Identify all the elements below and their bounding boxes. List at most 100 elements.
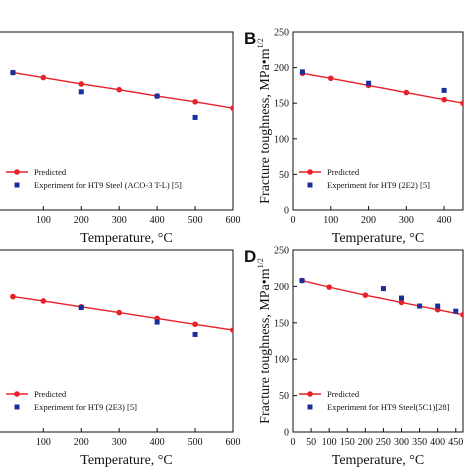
x-axis-title: Temperature, °C	[80, 453, 172, 468]
legend-point-swatch	[14, 169, 20, 175]
x-tick-label: 300	[394, 437, 409, 448]
experiment-point	[192, 331, 198, 337]
x-tick-label: 300	[112, 437, 127, 448]
y-tick-label: 200	[274, 63, 289, 74]
x-tick-label: 500	[188, 215, 203, 226]
panel-letter: D	[244, 247, 256, 266]
legend-entry: Experiment for HT9 (2E2) [5]	[327, 180, 430, 190]
legend-square-swatch	[307, 404, 313, 410]
x-tick-label: 300	[399, 215, 414, 226]
predicted-point	[116, 309, 122, 316]
y-tick-label: 0	[284, 206, 289, 217]
legend-point-swatch	[307, 391, 313, 397]
x-tick-label: 400	[150, 437, 165, 448]
predicted-point	[192, 321, 198, 328]
plot-area	[299, 69, 463, 106]
experiment-point	[154, 93, 160, 99]
x-axis-title: Temperature, °C	[332, 453, 424, 468]
x-tick-label: 450	[448, 437, 463, 448]
experiment-point	[154, 319, 160, 325]
y-tick-label: 250	[274, 246, 289, 257]
x-tick-label: 200	[74, 215, 89, 226]
chart-panel-1: 100 200 300 400 500 600 Temperature, °C Predict…	[0, 31, 241, 246]
experiment-point	[299, 69, 305, 75]
predicted-line	[302, 72, 463, 104]
y-tick-label: 50	[279, 170, 289, 181]
legend-point-swatch	[14, 391, 20, 397]
legend-entry: Predicted	[34, 167, 67, 177]
x-tick-label: 0	[291, 215, 296, 226]
y-axis-title: Fracture toughness, MPa•m1/2	[256, 258, 273, 424]
predicted-point	[116, 86, 122, 93]
legend-entry: Experiment for HT9 (2E3) [5]	[34, 402, 137, 412]
legend-entry: Experiment for HT9 Steel (ACO-3 T-L) [5]	[34, 180, 182, 190]
x-tick-label: 200	[74, 437, 89, 448]
panel-letter: B	[244, 29, 256, 48]
x-axis-title: Temperature, °C	[332, 231, 424, 246]
y-tick-label: 100	[274, 134, 289, 145]
legend-entry: Experiment for HT9 Steel(5C1)[28]	[327, 402, 450, 412]
experiment-point	[10, 70, 16, 76]
predicted-point	[192, 98, 198, 105]
plot-frame	[292, 249, 464, 433]
plot-frame	[0, 249, 234, 433]
plot-frame	[292, 31, 464, 211]
predicted-point	[40, 298, 47, 304]
legend-square-swatch	[14, 182, 20, 188]
plot-frame	[0, 31, 234, 211]
x-tick-label: 200	[361, 215, 376, 226]
y-tick-label: 150	[274, 99, 289, 110]
x-tick-label: 600	[226, 215, 241, 226]
legend-entry: Predicted	[327, 389, 360, 399]
x-tick-label: 300	[112, 215, 127, 226]
experiment-point	[78, 305, 84, 311]
legend-entry: Predicted	[327, 167, 360, 177]
y-axis-title: Fracture toughness, MPa•m1/2	[256, 38, 273, 204]
experiment-point	[366, 80, 372, 86]
plot-area	[10, 69, 233, 120]
x-tick-label: 250	[376, 437, 391, 448]
y-tick-label: 200	[274, 282, 289, 293]
predicted-point	[398, 299, 405, 306]
x-tick-label: 100	[36, 437, 51, 448]
predicted-point	[78, 81, 85, 87]
y-tick-label: 150	[274, 318, 289, 329]
x-tick-label: 100	[323, 215, 338, 226]
x-tick-label: 500	[188, 437, 203, 448]
x-tick-label: 100	[322, 437, 337, 448]
experiment-point	[453, 308, 459, 314]
predicted-point	[10, 293, 16, 300]
experiment-point	[192, 114, 198, 120]
chart-panel-2: 0 100 200 300 400 0 50 100 150 200 250 Temperature,…	[244, 28, 464, 246]
predicted-point	[403, 89, 410, 96]
legend-entry: Predicted	[34, 389, 67, 399]
x-tick-label: 50	[306, 437, 316, 448]
x-tick-label: 600	[226, 437, 241, 448]
experiment-point	[78, 89, 84, 95]
legend-square-swatch	[307, 182, 313, 188]
predicted-point	[230, 327, 233, 333]
plot-area	[10, 293, 233, 337]
predicted-point	[326, 284, 332, 290]
predicted-point	[327, 75, 334, 82]
experiment-point	[417, 303, 423, 309]
predicted-point	[460, 100, 463, 106]
predicted-point	[40, 74, 47, 81]
experiment-point	[441, 87, 447, 93]
chart-panel-4: 0 50 100 150 200 250 300 350 400 4500501001502002…	[244, 246, 464, 468]
x-tick-label: 0	[291, 437, 296, 448]
experiment-point	[380, 286, 386, 292]
y-tick-label: 250	[274, 28, 289, 39]
x-tick-label: 400	[430, 437, 445, 448]
y-tick-label: 50	[279, 391, 289, 402]
experiment-point	[435, 303, 441, 309]
x-tick-label: 200	[358, 437, 373, 448]
x-tick-label: 400	[150, 215, 165, 226]
predicted-point	[460, 311, 463, 318]
x-tick-label: 150	[340, 437, 355, 448]
plot-area	[299, 277, 463, 318]
predicted-line	[301, 279, 463, 316]
predicted-point	[441, 96, 447, 103]
legend-square-swatch	[14, 404, 20, 410]
